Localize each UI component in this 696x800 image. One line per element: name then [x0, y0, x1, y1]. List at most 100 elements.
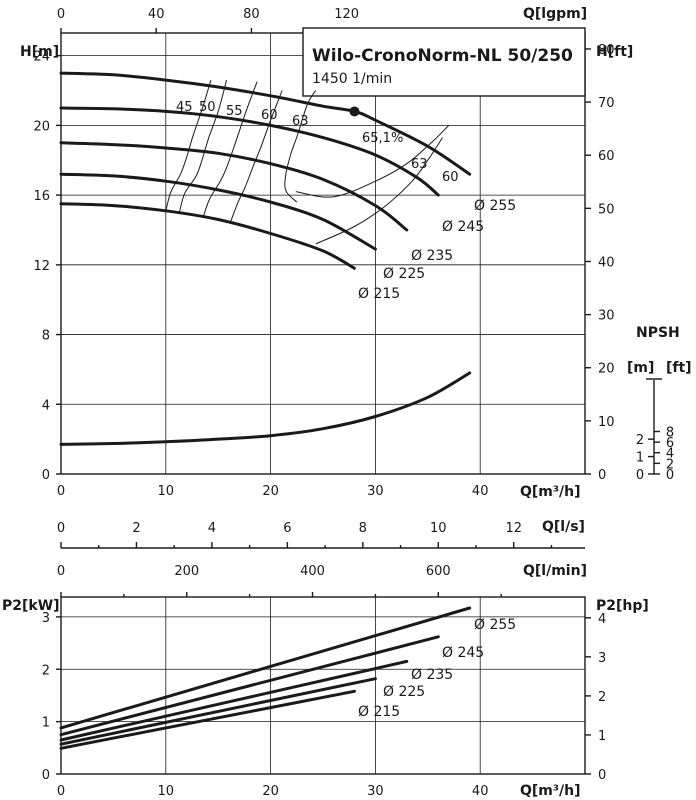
npsh-ft-tick-2: 4	[666, 447, 674, 462]
ls-tick-6: 12	[505, 521, 522, 536]
lmin-tick-0: 0	[57, 564, 65, 579]
eff-label-63-right: 63	[411, 157, 428, 172]
x2-tick-0: 0	[57, 7, 65, 22]
npsh-ft-tick-3: 6	[666, 436, 674, 451]
y2-axis-label: H[ft]	[596, 44, 633, 60]
x-tick-bot-2: 20	[262, 784, 279, 799]
x-tick-top-4: 40	[472, 484, 489, 499]
ls-tick-4: 8	[359, 521, 367, 536]
best-efficiency-point	[349, 106, 360, 117]
npsh-ft-tick-4: 8	[666, 425, 674, 440]
chart-title: Wilo-CronoNorm-NL 50/250	[312, 46, 573, 66]
y2-tick-7: 70	[598, 96, 615, 111]
label-d245-bottom: Ø 245	[442, 645, 484, 661]
y2-tick-0: 0	[598, 468, 606, 483]
power-curve-d225	[59, 677, 377, 746]
x2-axis-label: Q[lgpm]	[523, 6, 587, 22]
lmin-tick-3: 600	[426, 564, 451, 579]
eff-label-60: 60	[261, 108, 278, 123]
npsh-m-tick-1: 1	[636, 451, 644, 466]
y2-tick-2: 20	[598, 362, 615, 377]
npsh-unit-m: [m]	[627, 360, 654, 376]
power-curve-d235	[59, 659, 409, 742]
head-curve-d215	[59, 202, 356, 270]
title-box	[302, 27, 586, 97]
eff-label-55: 55	[226, 104, 243, 119]
npsh-m-tick-0: 0	[636, 468, 644, 483]
y-tick-top-4: 16	[33, 189, 50, 204]
y2-tick-6: 60	[598, 149, 615, 164]
efficiency-iso-line-2	[203, 81, 258, 217]
power-curve-d215	[59, 689, 356, 750]
efficiency-iso-line-4	[284, 90, 317, 203]
ls-tick-1: 2	[132, 521, 140, 536]
x-axis-label: Q[m³/h]	[520, 484, 581, 500]
hp-tick-0: 0	[598, 768, 606, 783]
hp-tick-1: 1	[598, 729, 606, 744]
x2-tick-1: 40	[148, 7, 165, 22]
npsh-ft-tick-0: 0	[666, 468, 674, 483]
eff-label-best: 65,1%	[362, 131, 403, 146]
label-d215-bottom: Ø 215	[358, 704, 400, 720]
y-tick-top-2: 8	[42, 329, 50, 344]
efficiency-iso-line-0	[165, 79, 212, 211]
plot-frame-top	[60, 32, 586, 475]
y-tick-top-6: 24	[33, 50, 50, 65]
head-curve-d255	[59, 71, 472, 176]
y2-tick-4: 40	[598, 255, 615, 270]
y2-tick-8: 80	[598, 43, 615, 58]
y2-tick-3: 30	[598, 309, 615, 324]
eff-label-60-right: 60	[442, 170, 459, 185]
x2-tick-3: 120	[334, 7, 359, 22]
label-d255-bottom: Ø 255	[474, 617, 516, 633]
ls-tick-3: 6	[283, 521, 291, 536]
efficiency-iso-line-3	[230, 90, 283, 222]
x-tick-top-3: 30	[367, 484, 384, 499]
y2-tick-5: 50	[598, 202, 615, 217]
p2-hp-label: P2[hp]	[596, 598, 649, 614]
head-curve-d245	[59, 106, 440, 197]
label-d235-bottom: Ø 235	[411, 667, 453, 683]
y2-tick-1: 10	[598, 415, 615, 430]
x-tick-top-0: 0	[57, 484, 65, 499]
plot-frame-bottom	[60, 596, 586, 775]
x-tick-bot-1: 10	[158, 784, 175, 799]
hp-tick-4: 4	[598, 612, 606, 627]
x-tick-top-2: 20	[262, 484, 279, 499]
p2-kw-label: P2[kW]	[2, 598, 60, 614]
label-d255-top: Ø 255	[474, 198, 516, 214]
y-axis-label: H[m]	[20, 44, 59, 60]
efficiency-iso-line-5	[315, 137, 443, 245]
label-d215-top: Ø 215	[358, 286, 400, 302]
y-tick-bot-0: 0	[42, 768, 50, 783]
y-tick-top-3: 12	[33, 259, 50, 274]
npsh-m-tick-2: 2	[636, 433, 644, 448]
x-tick-bot-4: 40	[472, 784, 489, 799]
eff-label-50: 50	[199, 100, 216, 115]
y-tick-top-1: 4	[42, 398, 50, 413]
efficiency-iso-line-6	[295, 125, 450, 198]
x-tick-top-1: 10	[158, 484, 175, 499]
npsh-ft-tick-1: 2	[666, 457, 674, 472]
eff-label-63: 63	[292, 114, 309, 129]
label-d245-top: Ø 245	[442, 219, 484, 235]
lmin-tick-2: 400	[300, 564, 325, 579]
label-d225-top: Ø 225	[383, 266, 425, 282]
head-curve-d235	[59, 141, 409, 232]
label-d235-top: Ø 235	[411, 248, 453, 264]
power-curve-d245	[59, 635, 440, 737]
x-tick-bot-0: 0	[57, 784, 65, 799]
eff-label-45: 45	[176, 100, 193, 115]
hp-tick-2: 2	[598, 690, 606, 705]
label-d225-bottom: Ø 225	[383, 684, 425, 700]
y-tick-bot-3: 3	[42, 611, 50, 626]
x-tick-bot-3: 30	[367, 784, 384, 799]
efficiency-iso-line-1	[178, 79, 228, 213]
chart-subtitle: 1450 1/min	[312, 71, 392, 87]
x-axis-label-bottom: Q[m³/h]	[520, 783, 581, 799]
y-tick-bot-1: 1	[42, 716, 50, 731]
npsh-unit-ft: [ft]	[666, 360, 692, 376]
y-tick-top-0: 0	[42, 468, 50, 483]
y-tick-bot-2: 2	[42, 663, 50, 678]
